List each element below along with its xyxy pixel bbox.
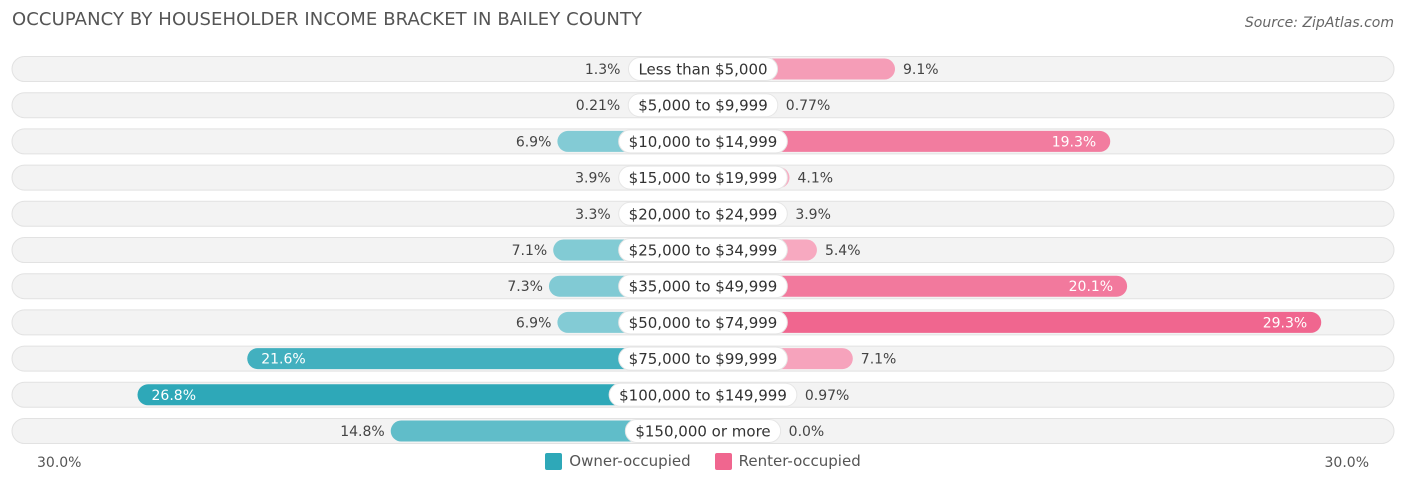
value-label-renter: 0.0%: [789, 424, 825, 440]
chart-row: $25,000 to $34,999 7.1% 5.4%: [11, 237, 1395, 263]
value-label-renter: 9.1%: [903, 62, 939, 78]
value-label-renter: 19.3%: [1052, 134, 1096, 150]
value-label-renter: 7.1%: [861, 352, 897, 368]
legend-item-owner: Owner-occupied: [545, 452, 691, 470]
category-pill: [627, 57, 779, 81]
bar-owner-occupied: [137, 384, 703, 406]
category-label: $35,000 to $49,999: [629, 278, 778, 296]
category-pill: [618, 129, 788, 154]
legend-label-owner: Owner-occupied: [569, 452, 691, 470]
category-label: Less than $5,000: [638, 61, 767, 79]
category-label: $5,000 to $9,999: [638, 97, 768, 115]
value-label-renter: 20.1%: [1069, 279, 1113, 295]
value-label-owner: 3.3%: [575, 207, 611, 223]
bar-owner-occupied: [390, 420, 703, 442]
value-label-owner: 7.3%: [507, 279, 543, 295]
category-label: $15,000 to $19,999: [629, 169, 778, 187]
chart-row: $5,000 to $9,999 0.21% 0.77%: [11, 92, 1395, 119]
category-pill: [608, 382, 798, 407]
category-label: $20,000 to $24,999: [629, 205, 778, 223]
chart-source: Source: ZipAtlas.com: [1244, 15, 1394, 31]
axis-left-label: 30.0%: [37, 455, 82, 471]
category-pill: [624, 419, 782, 443]
chart-row: $35,000 to $49,999 7.3% 20.1%: [11, 273, 1395, 300]
chart-row: $15,000 to $19,999 3.9% 4.1%: [11, 164, 1395, 191]
chart-title: OCCUPANCY BY HOUSEHOLDER INCOME BRACKET …: [12, 9, 643, 30]
value-label-owner: 26.8%: [152, 388, 196, 404]
category-label: $10,000 to $14,999: [629, 133, 778, 151]
value-label-owner: 21.6%: [261, 352, 305, 368]
category-label: $25,000 to $34,999: [629, 242, 778, 260]
value-label-owner: 6.9%: [516, 315, 552, 331]
bar-owner-occupied: [247, 348, 704, 370]
value-label-owner: 3.9%: [575, 171, 611, 187]
category-label: $100,000 to $149,999: [619, 386, 787, 404]
category-label: $50,000 to $74,999: [629, 314, 778, 332]
legend-label-renter: Renter-occupied: [738, 452, 861, 470]
chart-row: $10,000 to $14,999 6.9% 19.3%: [11, 128, 1395, 155]
value-label-owner: 1.3%: [585, 62, 621, 78]
category-pill: [627, 93, 779, 118]
value-label-renter: 29.3%: [1263, 315, 1307, 331]
chart-row: Less than $5,000 1.3% 9.1%: [11, 56, 1395, 82]
bar-renter-occupied: [703, 130, 1111, 152]
value-label-owner: 6.9%: [516, 134, 552, 150]
category-pill: [618, 274, 788, 299]
category-pill: [618, 201, 788, 226]
category-label: $75,000 to $99,999: [629, 350, 778, 368]
legend-item-renter: Renter-occupied: [714, 452, 861, 470]
legend-swatch-renter: [714, 452, 732, 470]
chart-row: $75,000 to $99,999 21.6% 7.1%: [11, 345, 1395, 372]
value-label-renter: 5.4%: [825, 243, 861, 259]
value-label-owner: 0.21%: [576, 98, 620, 114]
value-label-renter: 0.97%: [805, 388, 849, 404]
legend-swatch-owner: [545, 452, 563, 470]
axis-right-label: 30.0%: [1324, 455, 1369, 471]
chart-row: $50,000 to $74,999 6.9% 29.3%: [11, 309, 1395, 336]
value-label-renter: 0.77%: [786, 98, 830, 114]
value-label-renter: 4.1%: [798, 171, 834, 187]
bar-renter-occupied: [703, 275, 1128, 297]
category-pill: [618, 346, 788, 371]
chart-row: $100,000 to $149,999 26.8% 0.97%: [11, 381, 1395, 408]
chart-row: $150,000 or more 14.8% 0.0%: [11, 418, 1395, 444]
legend: Owner-occupied Renter-occupied: [0, 452, 1406, 470]
category-pill: [618, 310, 788, 335]
category-pill: [618, 238, 788, 262]
value-label-owner: 7.1%: [512, 243, 548, 259]
value-label-owner: 14.8%: [340, 424, 384, 440]
value-label-renter: 3.9%: [795, 207, 831, 223]
bar-renter-occupied: [703, 311, 1322, 333]
chart-row: $20,000 to $24,999 3.3% 3.9%: [11, 200, 1395, 227]
category-label: $150,000 or more: [635, 423, 770, 441]
category-pill: [618, 165, 788, 190]
